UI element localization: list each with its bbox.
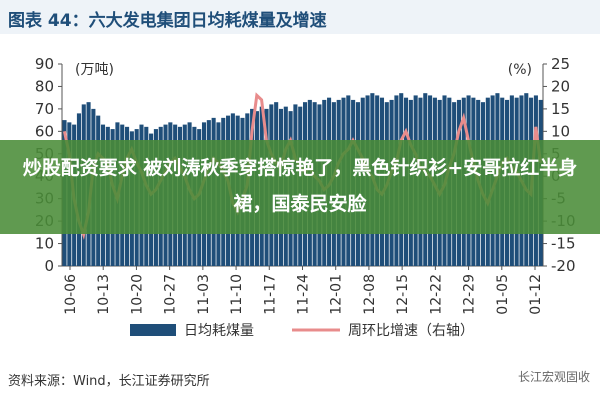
y-left-tick-label: 0 <box>44 257 54 275</box>
title-bar <box>0 0 600 34</box>
y-right-tick-label: 20 <box>551 77 570 95</box>
y-left-tick-label: 90 <box>35 55 54 73</box>
source-note: 资料来源：Wind，长江证券研究所 <box>8 374 210 389</box>
x-tick-label: 10-20 <box>129 274 145 315</box>
x-tick-label: 01-12 <box>528 274 544 315</box>
watermark: 长江宏观固收 <box>517 370 590 384</box>
legend-label-bar: 日均耗煤量 <box>184 323 254 339</box>
x-tick-label: 11-03 <box>196 274 212 315</box>
x-tick-label: 11-17 <box>262 274 278 315</box>
x-tick-label: 12-08 <box>362 274 378 315</box>
x-tick-label: 12-15 <box>395 274 411 315</box>
y-right-tick-label: 25 <box>551 55 570 73</box>
x-tick-label: 10-06 <box>63 274 79 315</box>
ad-overlay[interactable]: 炒股配资要求 被刘涛秋季穿搭惊艳了，黑色针织衫+安哥拉红半身裙，国泰民安脸 <box>0 140 600 234</box>
y-right-tick-label: 10 <box>551 122 570 140</box>
x-tick-label: 10-27 <box>163 274 179 315</box>
y-right-tick-label: -15 <box>551 235 576 253</box>
y-left-unit: (万吨) <box>75 62 114 78</box>
x-tick-label: 11-10 <box>229 274 245 315</box>
y-left-tick-label: 10 <box>35 235 54 253</box>
x-tick-label: 01-05 <box>495 274 511 315</box>
x-tick-label: 12-22 <box>428 274 444 315</box>
ad-overlay-text[interactable]: 炒股配资要求 被刘涛秋季穿搭惊艳了，黑色针织衫+安哥拉红半身裙，国泰民安脸 <box>22 157 578 215</box>
chart-title: 图表 44：六大发电集团日均耗煤量及增速 <box>8 11 327 31</box>
x-tick-label: 12-29 <box>462 274 478 315</box>
y-right-tick-label: 15 <box>551 100 570 118</box>
y-left-tick-label: 80 <box>35 77 54 95</box>
y-right-tick-label: -20 <box>551 257 576 275</box>
legend-swatch-bar <box>130 324 176 336</box>
y-left-tick-label: 70 <box>35 100 54 118</box>
y-right-unit: (%) <box>508 62 532 78</box>
x-tick-label: 12-01 <box>329 274 345 315</box>
x-tick-label: 11-24 <box>296 274 312 315</box>
x-tick-label: 10-13 <box>96 274 112 315</box>
legend-label-line: 周环比增速（右轴） <box>348 323 474 339</box>
y-left-tick-label: 60 <box>35 122 54 140</box>
